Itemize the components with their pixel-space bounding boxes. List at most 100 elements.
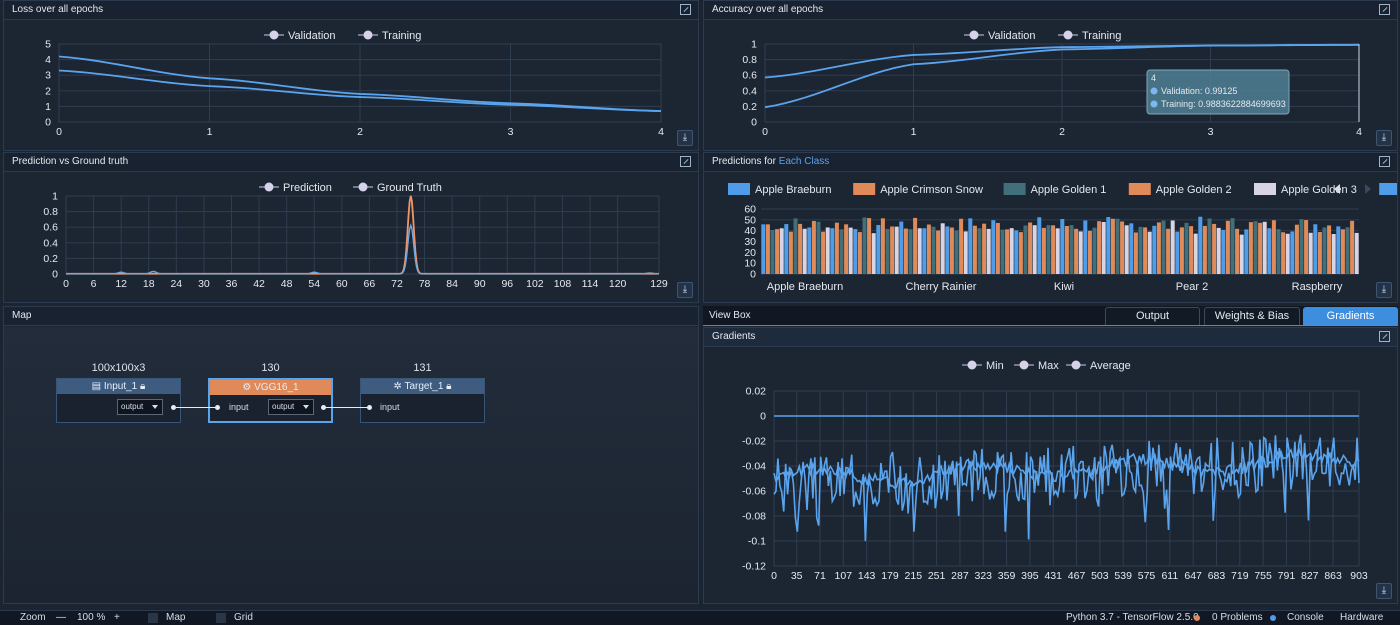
x-tick-label: Cherry Rainier — [906, 281, 977, 293]
gradients-panel-title: Gradients — [704, 328, 1397, 347]
legend-label: Validation — [988, 30, 1036, 42]
prediction-chart: Prediction Ground Truth 0 0.2 0.4 0.6 0.8 1 0 6 12… — [43, 182, 668, 290]
bar — [1221, 229, 1226, 274]
bar — [1285, 233, 1290, 274]
bar — [977, 228, 982, 274]
x-tick-label: 359 — [998, 570, 1016, 582]
output-select[interactable]: output — [268, 399, 314, 415]
legend-label: Average — [1090, 360, 1131, 372]
tab-gradients[interactable]: Gradients — [1303, 307, 1398, 325]
problems-button[interactable]: 0 Problems — [1212, 612, 1263, 623]
legend-swatch — [1128, 183, 1151, 195]
legend-label: Training — [1082, 30, 1121, 42]
bar — [1239, 234, 1244, 274]
bar — [1124, 225, 1129, 274]
bar — [830, 228, 835, 274]
bar — [1018, 232, 1023, 274]
bar — [1028, 222, 1033, 274]
x-tick-label: 30 — [198, 278, 210, 290]
download-icon[interactable]: ⤓ — [677, 282, 693, 298]
expand-icon[interactable] — [680, 4, 691, 15]
output-port[interactable] — [321, 405, 326, 410]
node-vgg16[interactable]: ⚙ VGG16_1 — [208, 378, 333, 423]
download-icon[interactable]: ⤓ — [1376, 282, 1392, 298]
bar — [1340, 229, 1345, 274]
x-tick-label: 71 — [814, 570, 826, 582]
tab-output[interactable]: Output — [1105, 307, 1200, 325]
grid-toggle-checkbox[interactable] — [216, 613, 226, 623]
zoom-label: Zoom — [20, 612, 46, 623]
input-port-label: input — [380, 402, 400, 412]
legend-swatch — [1003, 183, 1026, 195]
bar — [1267, 228, 1272, 274]
connection-line — [326, 407, 368, 408]
node-dim-label: 100x100x3 — [91, 362, 146, 374]
x-tick-label: 539 — [1114, 570, 1132, 582]
download-icon[interactable]: ⤓ — [677, 130, 693, 146]
node-dim-label: 130 — [261, 362, 280, 374]
input-port[interactable] — [367, 405, 372, 410]
bar — [1092, 227, 1097, 274]
zoom-value[interactable]: 100 % — [77, 612, 106, 623]
expand-icon[interactable] — [680, 156, 691, 167]
bar — [1235, 228, 1240, 274]
x-tick-label: 102 — [526, 278, 544, 290]
map-panel-title: Map — [4, 307, 698, 326]
map-toggle-checkbox[interactable] — [148, 613, 158, 623]
y-tick-label: 0.4 — [43, 237, 58, 249]
series-line-average — [773, 445, 1360, 489]
expand-icon[interactable] — [1379, 156, 1390, 167]
bar — [894, 226, 899, 274]
output-select[interactable]: output — [117, 399, 163, 415]
bar — [1212, 223, 1217, 274]
bar — [940, 223, 945, 274]
legend-marker — [269, 30, 279, 40]
bar — [862, 217, 867, 274]
x-tick-label: 48 — [281, 278, 293, 290]
download-icon[interactable]: ⤓ — [1376, 130, 1392, 146]
bar — [1175, 231, 1180, 274]
bar — [931, 226, 936, 274]
x-tick-label: 0 — [762, 126, 768, 138]
bar — [991, 220, 996, 274]
legend-marker — [1063, 30, 1073, 40]
x-tick-label: 6 — [91, 278, 97, 290]
legend-marker — [1071, 360, 1081, 370]
map-canvas[interactable]: 100x100x3 130 131 ▤ Input_1 🔒︎ ⚙ VGG16_1… — [4, 327, 698, 603]
zoom-in-button[interactable]: + — [114, 612, 120, 623]
bar — [1110, 218, 1115, 274]
console-button[interactable]: Console — [1287, 612, 1324, 623]
output-port[interactable] — [171, 405, 176, 410]
input-port[interactable] — [215, 405, 220, 410]
x-tick-label: 78 — [419, 278, 431, 290]
bar — [1276, 229, 1281, 274]
bar — [1115, 218, 1120, 274]
zoom-out-button[interactable]: — — [56, 612, 66, 623]
x-tick-label: 108 — [554, 278, 572, 290]
x-tick-label: 1 — [207, 126, 213, 138]
bar — [1345, 227, 1350, 274]
node-target[interactable]: ✲ Target_1 🔒︎ — [360, 378, 485, 423]
x-tick-label: 755 — [1254, 570, 1272, 582]
bar — [1055, 228, 1060, 274]
expand-icon[interactable] — [1379, 4, 1390, 15]
node-title: VGG16_1 — [254, 382, 299, 393]
bar — [972, 225, 977, 274]
bar — [775, 229, 780, 274]
bar — [1143, 227, 1148, 274]
legend-label: Max — [1038, 360, 1059, 372]
y-tick-label: 1 — [45, 101, 51, 113]
hardware-button[interactable]: Hardware — [1340, 612, 1384, 623]
bar — [871, 233, 876, 274]
bar — [770, 229, 775, 274]
bar — [853, 229, 858, 274]
x-tick-label: 251 — [928, 570, 946, 582]
x-tick-label: 683 — [1208, 570, 1226, 582]
expand-icon[interactable] — [1379, 331, 1390, 342]
bar — [825, 227, 830, 274]
bar — [1258, 222, 1263, 274]
y-tick-label: -0.1 — [748, 536, 766, 548]
legend-label: Ground Truth — [377, 182, 442, 194]
download-icon[interactable]: ⤓ — [1376, 583, 1392, 599]
tab-weights-bias[interactable]: Weights & Bias — [1204, 307, 1300, 325]
